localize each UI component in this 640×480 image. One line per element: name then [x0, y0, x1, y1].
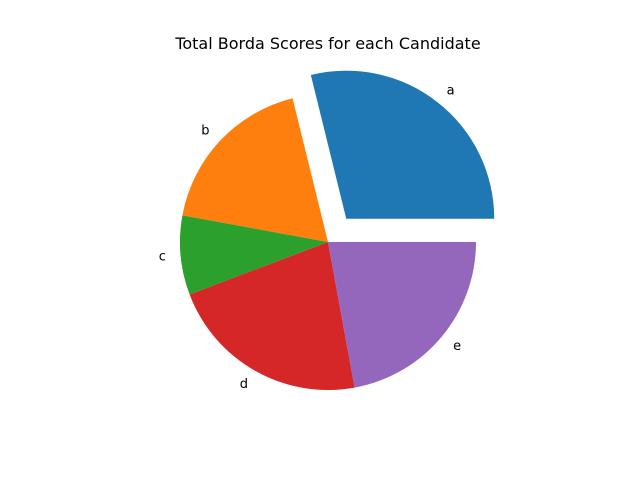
- pie-slice-b: [182, 98, 328, 242]
- chart-title: Total Borda Scores for each Candidate: [174, 34, 480, 53]
- pie-slice-e: [328, 242, 476, 388]
- pie-slice-a: [310, 70, 495, 219]
- pie-label-d: d: [240, 377, 248, 392]
- pie-label-c: c: [159, 250, 166, 265]
- pie-label-a: a: [447, 84, 455, 99]
- pie-label-b: b: [201, 123, 209, 138]
- pie-slices: [180, 70, 495, 391]
- pie-slice-c: [180, 215, 328, 295]
- pie-slice-d: [189, 242, 355, 391]
- pie-labels: a b c d e: [159, 84, 461, 392]
- pie-label-e: e: [453, 339, 461, 354]
